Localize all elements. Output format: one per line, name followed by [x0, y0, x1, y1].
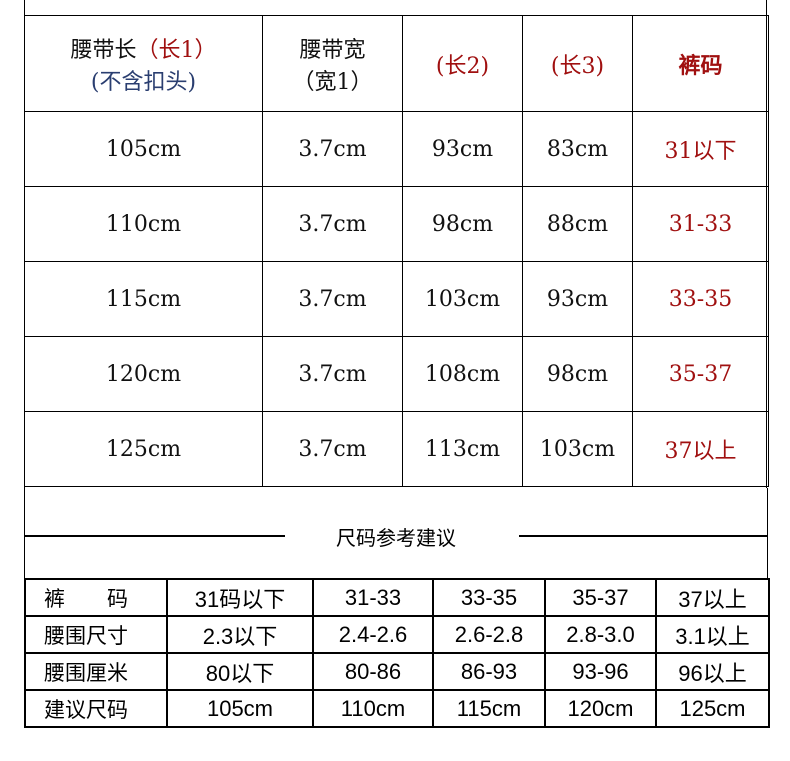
header-row: 腰带长（长1） (不含扣头) 腰带宽 （宽1） (长2) (长3) 裤码: [24, 15, 769, 112]
table-row: 110cm 3.7cm 98cm 88cm 31-33: [24, 186, 769, 262]
table-cell: 80-86: [312, 652, 434, 691]
cell-length3: 88cm: [522, 186, 633, 262]
cell-size: 35-37: [632, 336, 769, 412]
cell-width: 3.7cm: [262, 186, 403, 262]
cell-length2: 93cm: [402, 111, 523, 187]
header-length2: (长2): [402, 15, 523, 112]
cell-length3: 98cm: [522, 336, 633, 412]
row-label: 腰围厘米: [24, 652, 168, 691]
table-cell: 31码以下: [166, 578, 314, 617]
table-row: 125cm 3.7cm 113cm 103cm 37以上: [24, 411, 769, 487]
row-label: 建议尺码: [24, 689, 168, 728]
section-title: 尺码参考建议: [336, 526, 456, 550]
divider-line-right: [519, 535, 767, 537]
cell-length2: 98cm: [402, 186, 523, 262]
table-row: 120cm 3.7cm 108cm 98cm 35-37: [24, 336, 769, 412]
table-cell: 35-37: [544, 578, 657, 617]
table-cell: 86-93: [432, 652, 546, 691]
table-cell: 115cm: [432, 689, 546, 728]
cell-length2: 103cm: [402, 261, 523, 337]
table-cell: 93-96: [544, 652, 657, 691]
header-width: 腰带宽 （宽1）: [262, 15, 403, 112]
table-cell: 33-35: [432, 578, 546, 617]
belt-size-table: 腰带长（长1） (不含扣头) 腰带宽 （宽1） (长2) (长3) 裤码 105cm…: [24, 15, 769, 487]
cell-length: 120cm: [24, 336, 263, 412]
size-reference-table: 裤 码 31码以下 31-33 33-35 35-37 37以上 腰围尺寸 2.3以下 2.4-…: [24, 578, 770, 728]
table-cell: 2.4-2.6: [312, 615, 434, 654]
cell-width: 3.7cm: [262, 336, 403, 412]
table-row: 腰围厘米 80以下 80-86 86-93 93-96 96以上: [24, 652, 770, 691]
cell-length: 115cm: [24, 261, 263, 337]
cell-size: 33-35: [632, 261, 769, 337]
table-cell: 2.6-2.8: [432, 615, 546, 654]
table-cell: 110cm: [312, 689, 434, 728]
cell-length3: 93cm: [522, 261, 633, 337]
cell-size: 37以上: [632, 411, 769, 487]
table-cell: 2.3以下: [166, 615, 314, 654]
row-label: 裤 码: [24, 578, 168, 617]
cell-length: 125cm: [24, 411, 263, 487]
cell-size: 31以下: [632, 111, 769, 187]
cell-length3: 103cm: [522, 411, 633, 487]
table-cell: 31-33: [312, 578, 434, 617]
row-label: 腰围尺寸: [24, 615, 168, 654]
table-row: 115cm 3.7cm 103cm 93cm 33-35: [24, 261, 769, 337]
table-row: 腰围尺寸 2.3以下 2.4-2.6 2.6-2.8 2.8-3.0 3.1以上: [24, 615, 770, 654]
cell-length: 110cm: [24, 186, 263, 262]
table-cell: 3.1以上: [655, 615, 770, 654]
cell-length: 105cm: [24, 111, 263, 187]
table-cell: 125cm: [655, 689, 770, 728]
cell-size: 31-33: [632, 186, 769, 262]
header-width-tag: （宽1）: [292, 69, 373, 95]
table-cell: 96以上: [655, 652, 770, 691]
table-row: 建议尺码 105cm 110cm 115cm 120cm 125cm: [24, 689, 770, 728]
table-row: 裤 码 31码以下 31-33 33-35 35-37 37以上: [24, 578, 770, 617]
divider-line-left: [25, 535, 285, 537]
header-length-label: 腰带长: [70, 37, 137, 63]
table-cell: 2.8-3.0: [544, 615, 657, 654]
table-cell: 120cm: [544, 689, 657, 728]
cell-width: 3.7cm: [262, 111, 403, 187]
section-divider: 尺码参考建议: [24, 488, 768, 578]
header-length: 腰带长（长1） (不含扣头): [24, 15, 263, 112]
table-cell: 80以下: [166, 652, 314, 691]
header-length3: (长3): [522, 15, 633, 112]
header-size: 裤码: [632, 15, 769, 112]
table-cell: 105cm: [166, 689, 314, 728]
cell-width: 3.7cm: [262, 261, 403, 337]
cell-length2: 108cm: [402, 336, 523, 412]
header-length-tag: （长1）: [136, 37, 217, 63]
cell-width: 3.7cm: [262, 411, 403, 487]
header-length-note: (不含扣头): [90, 69, 197, 95]
table-cell: 37以上: [655, 578, 770, 617]
cell-length3: 83cm: [522, 111, 633, 187]
header-width-label: 腰带宽: [299, 37, 366, 63]
cell-length2: 113cm: [402, 411, 523, 487]
table-row: 105cm 3.7cm 93cm 83cm 31以下: [24, 111, 769, 187]
